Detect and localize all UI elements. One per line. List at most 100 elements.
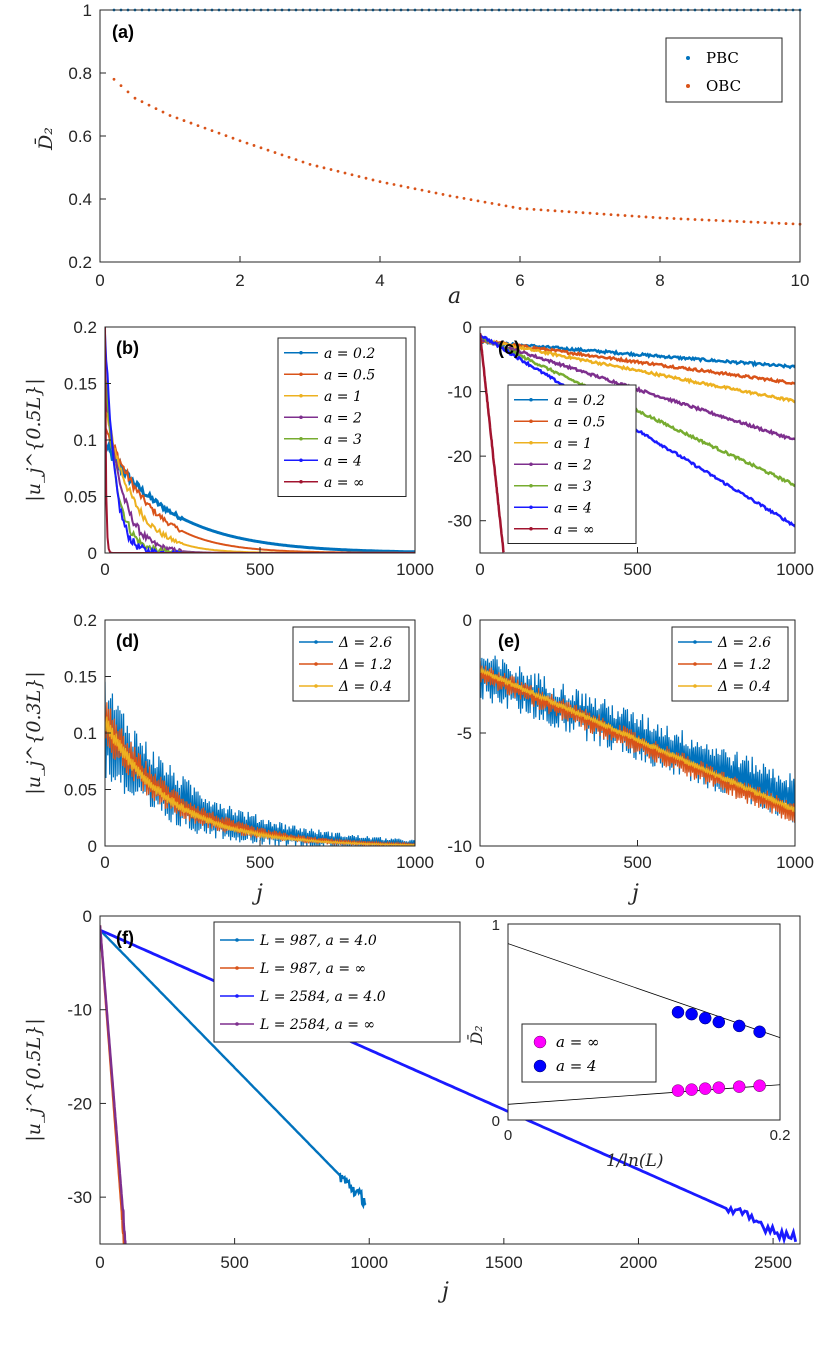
obc-point [196, 124, 200, 128]
obc-point [679, 217, 683, 221]
inset-legend-marker-4 [533, 1059, 547, 1073]
x-tick-label: 1000 [776, 560, 814, 579]
panel-f-legend: L = 987, a = 4.0 L = 987, a = ∞ L = 2584, … [213, 921, 461, 1043]
inset-point [753, 1079, 766, 1092]
x-tick-label: 500 [246, 560, 274, 579]
obc-point [483, 200, 487, 204]
panel-b-ylabel: |u_j^{0.5L}| [23, 378, 45, 501]
legend-marker [299, 393, 303, 398]
y-tick-label: 0.2 [68, 253, 92, 272]
legend-a-box [665, 37, 783, 103]
obc-point [735, 219, 739, 223]
obc-point [644, 215, 648, 219]
obc-point [147, 103, 151, 107]
obc-point [777, 221, 781, 225]
y-tick-label: 0.6 [68, 127, 92, 146]
plot-e-series [480, 655, 795, 823]
obc-point [665, 216, 669, 220]
y-tick-label: 0.1 [73, 431, 97, 450]
legend-marker [529, 483, 533, 488]
y-tick-label: -30 [447, 512, 472, 531]
y-tick-label: 0 [83, 907, 92, 926]
obc-point [455, 195, 459, 199]
y-tick-label: -20 [447, 447, 472, 466]
legend-marker [529, 505, 533, 510]
inset-point [698, 1082, 712, 1095]
y-tick-label: -5 [457, 724, 472, 743]
legend-marker [299, 458, 303, 463]
x-tick-label: 0 [95, 1253, 104, 1272]
legend-box [213, 921, 461, 1043]
legend-label: a = 0.5 [554, 414, 605, 430]
obc-point [420, 188, 424, 192]
obc-point [385, 181, 389, 185]
panel-a: 0 2 4 6 8 10 0.2 0.4 0.6 0.8 1 (a) a D̄₂ PBC OBC [34, 1, 810, 309]
series-e-1 [480, 660, 795, 823]
obc-point [224, 134, 228, 138]
legend-marker [693, 662, 697, 666]
obc-point [721, 219, 725, 223]
series-e-2 [480, 666, 795, 813]
legend-marker [529, 419, 533, 424]
legend-marker [299, 479, 303, 484]
legend-label: a = ∞ [554, 522, 595, 538]
x-tick-label: 1000 [396, 560, 434, 579]
panel-f-frame [99, 915, 801, 1245]
legend-label: L = 987, a = 4.0 [259, 933, 377, 949]
inset-point [698, 1011, 712, 1025]
y-tick-label: -10 [447, 837, 472, 856]
obc-point [504, 204, 508, 208]
inset-point [685, 1007, 698, 1021]
obc-point [161, 110, 165, 114]
legend-label: a = 4 [324, 453, 362, 469]
x-tick-label: 0 [100, 560, 109, 579]
obc-point [756, 220, 760, 224]
inset-series [507, 943, 781, 1105]
y-tick-label: 0.05 [64, 488, 97, 507]
series-f-3 [100, 925, 127, 1244]
legend-label: a = ∞ [324, 475, 365, 491]
legend-label: Δ = 0.4 [338, 679, 392, 695]
obc-point [112, 77, 116, 81]
x-tick-label: 0 [100, 853, 109, 872]
obc-point [245, 141, 249, 145]
series-b-3 [105, 380, 415, 553]
obc-point [525, 207, 529, 211]
obc-point [189, 121, 193, 125]
obc-point [518, 207, 522, 210]
x-tick-label: 0 [475, 560, 484, 579]
legend-marker [314, 640, 318, 644]
series-c-4 [480, 334, 795, 488]
x-tick-label: 0.2 [770, 1127, 791, 1144]
panel-b-label: (b) [116, 338, 139, 358]
obc-point [476, 199, 480, 203]
obc-point [119, 84, 123, 87]
panel-d-legend: Δ = 2.6 Δ = 1.2 Δ = 0.4 [292, 626, 410, 702]
panel-d-xlabel: j [251, 881, 263, 906]
obc-point [406, 185, 410, 189]
inset-point [732, 1080, 746, 1093]
x-tick-label: 2500 [754, 1253, 792, 1272]
obc-point [434, 191, 438, 195]
panel-e-label: (e) [498, 631, 520, 651]
legend-marker [529, 440, 533, 445]
obc-point [770, 221, 774, 225]
y-tick-label: 0.15 [64, 668, 97, 687]
obc-point [441, 193, 445, 196]
legend-marker [299, 415, 303, 420]
obc-point [287, 155, 291, 159]
obc-point [728, 219, 732, 223]
obc-point [266, 148, 270, 152]
series-d-2 [105, 716, 415, 846]
obc-point [203, 126, 207, 130]
panel-a-ticks: 0 2 4 6 8 10 0.2 0.4 0.6 0.8 1 [68, 1, 809, 290]
legend-marker [235, 966, 239, 970]
y-tick-label: 0.4 [68, 190, 92, 209]
legend-label: a = 1 [324, 389, 362, 405]
obc-point [343, 171, 347, 175]
obc-point [588, 211, 592, 215]
obc-point [609, 213, 613, 216]
obc-point [560, 209, 564, 213]
panel-a-legend: PBC OBC [665, 37, 783, 103]
obc-point [364, 176, 368, 180]
